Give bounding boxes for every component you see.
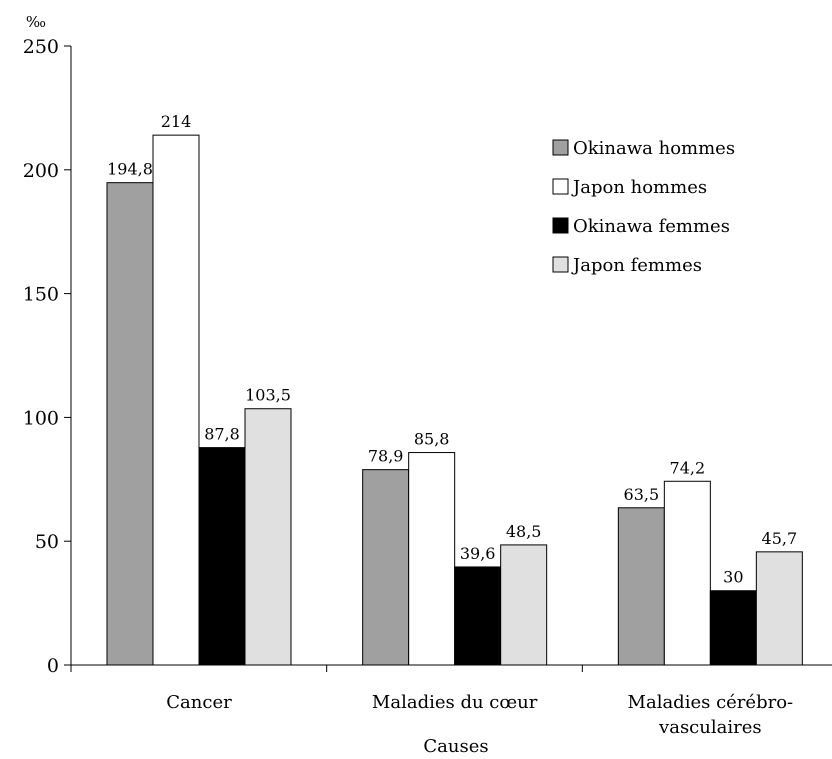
bar (152, 134, 200, 666)
data-label: 48,5 (506, 522, 542, 541)
data-label: 214 (161, 112, 192, 131)
legend-swatch (552, 139, 569, 156)
bar (106, 182, 154, 666)
legend: Okinawa hommes Japon hommes Okinawa femmes… (552, 138, 735, 276)
legend-swatch (552, 217, 569, 234)
y-tick-label: 200 (23, 160, 59, 182)
y-tick-label: 0 (47, 655, 59, 677)
legend-label: Japon hommes (571, 177, 707, 198)
x-axis (70, 664, 832, 672)
data-label: 45,7 (762, 529, 798, 548)
legend-swatch (552, 178, 569, 195)
bar (709, 590, 757, 666)
data-label: 39,6 (460, 544, 496, 563)
bar (454, 566, 502, 666)
bar (408, 452, 456, 666)
bar (500, 544, 548, 666)
bar (755, 551, 803, 666)
legend-label: Japon femmes (571, 255, 702, 276)
data-label: 103,5 (245, 386, 291, 405)
y-tick-label: 150 (23, 284, 59, 306)
bars (106, 134, 803, 666)
y-axis: 0 50 100 150 200 250 (23, 36, 72, 677)
bar (362, 469, 410, 666)
x-tick-label: Maladies cérébro- (628, 692, 794, 713)
data-label: 194,8 (107, 160, 153, 179)
y-unit-label: ‰ (26, 13, 46, 31)
legend-label: Okinawa femmes (573, 216, 730, 237)
bar (244, 408, 292, 666)
x-tick-label: Maladies du cœur (372, 692, 538, 713)
x-tick-label: Cancer (166, 692, 232, 713)
category-labels: Cancer Maladies du cœur Maladies cérébro-v… (166, 692, 793, 738)
data-label: 85,8 (414, 430, 450, 449)
y-tick-label: 100 (23, 407, 59, 429)
bar (198, 447, 246, 666)
x-axis-title: Causes (423, 736, 488, 757)
y-tick-label: 250 (23, 36, 59, 58)
bar (617, 507, 665, 666)
legend-swatch (552, 256, 569, 273)
data-label: 78,9 (368, 447, 404, 466)
data-label: 87,8 (204, 425, 240, 444)
bar (663, 480, 711, 666)
x-tick-label: vasculaires (658, 717, 762, 738)
data-label: 74,2 (670, 458, 706, 477)
legend-label: Okinawa hommes (573, 138, 735, 159)
data-label: 30 (723, 568, 743, 587)
y-tick-label: 50 (35, 531, 59, 553)
data-label: 63,5 (624, 485, 660, 504)
value-labels: 194,8 214 87,8 103,5 78,9 85,8 39,6 48,5 63,5 74,… (107, 112, 797, 587)
